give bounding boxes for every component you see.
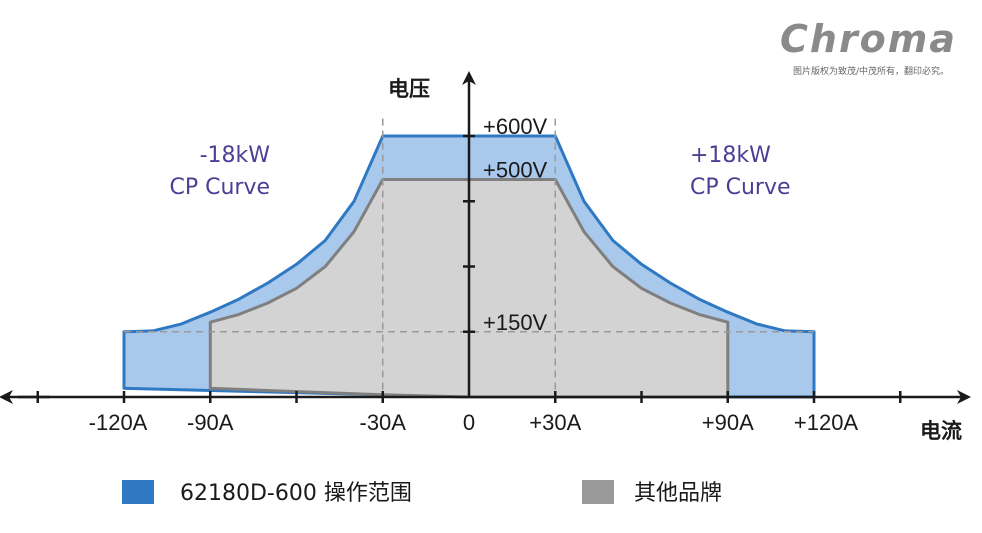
legend-swatch-operating-range <box>122 480 154 504</box>
y-tick-label: +600V <box>483 114 548 139</box>
axes <box>0 71 971 404</box>
cp-curve-left-power: -18kW <box>200 143 271 168</box>
x-tick-label: -30A <box>360 410 407 435</box>
legend-label-other-brands: 其他品牌 <box>634 481 722 506</box>
legend: 62180D-600 操作范围 其他品牌 <box>122 480 722 506</box>
y-axis-title: 电压 <box>388 77 430 101</box>
x-tick-label: +30A <box>529 410 581 435</box>
x-tick-label: +90A <box>702 410 754 435</box>
legend-label-operating-range: 62180D-600 操作范围 <box>180 481 412 506</box>
logo-copyright: 图片版权为致茂/中茂所有，翻印必究。 <box>793 65 949 77</box>
x-tick-label: 0 <box>463 410 475 435</box>
y-tick-label: +500V <box>483 158 548 183</box>
cp-curve-left-label: CP Curve <box>169 175 270 200</box>
x-tick-label: +120A <box>794 410 859 435</box>
cp-curve-right-label: CP Curve <box>690 175 791 200</box>
y-tick-label: +150V <box>483 310 548 335</box>
legend-swatch-other-brands <box>582 480 614 504</box>
x-axis-title: 电流 <box>920 419 962 443</box>
reference-lines <box>124 118 814 397</box>
cp-curve-right-power: +18kW <box>690 143 771 168</box>
x-tick-label: -120A <box>89 410 148 435</box>
chroma-logo: Chroma 图片版权为致茂/中茂所有，翻印必究。 <box>780 17 957 77</box>
x-tick-label: -90A <box>187 410 234 435</box>
logo-wordmark: Chroma <box>780 17 957 61</box>
tick-labels: -120A -90A -30A 0 +30A +90A +120A +150V +500V +60… <box>89 114 859 435</box>
